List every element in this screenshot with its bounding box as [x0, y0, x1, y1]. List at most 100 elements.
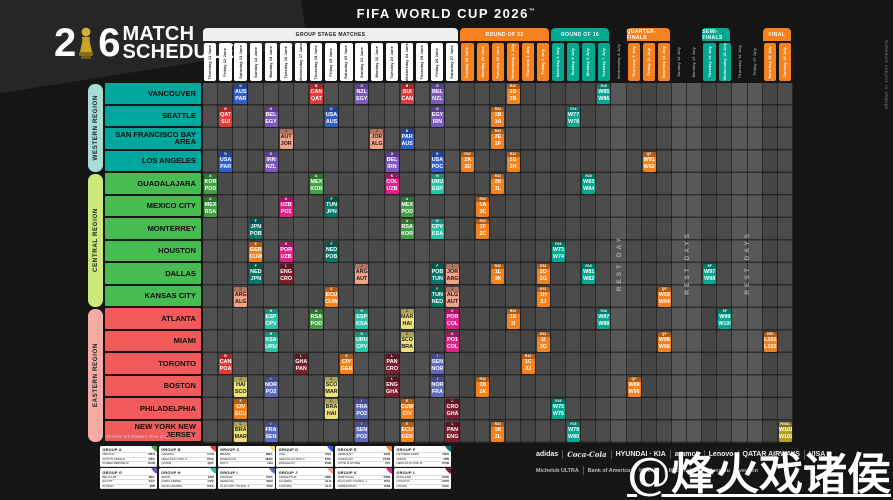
match-chip: R16 W79 W80 [567, 421, 581, 442]
match-tag: E [325, 286, 339, 292]
trademark-symbol: ™ [528, 8, 537, 15]
match-tag: F [325, 241, 339, 247]
team-code: CUW [382, 456, 391, 461]
stage-band-label: ROUND OF 32 [485, 31, 524, 38]
match-tag: B [400, 84, 414, 90]
date-label: Wednesday 1 July [510, 44, 515, 80]
sponsor-divider [663, 466, 665, 475]
group-card-title: GROUP D [278, 447, 299, 453]
match-tag: R32 [476, 196, 490, 202]
team-code: W96 [658, 343, 670, 350]
match-chip: R32 2D 2G [536, 264, 550, 285]
date-pill: Sunday 19 July [779, 43, 792, 81]
team-code: MEX [204, 201, 217, 208]
team-code: W88 [598, 321, 610, 328]
team-row: MOROCCO MAR [219, 456, 273, 462]
match-chip: R32 1F 2C [476, 219, 490, 240]
stage-band: FINAL [762, 28, 791, 41]
grid-column [490, 83, 506, 443]
team-name: SOUTH AFRICA [102, 456, 125, 461]
team-row: KOREA REPUBLIC KOR [102, 461, 155, 466]
team-code: TUN [431, 291, 443, 298]
match-chip: A MEX POD [400, 196, 414, 217]
rest-label: REST DAYS [672, 83, 702, 443]
team-code: 3A [494, 118, 502, 125]
grid-column [656, 83, 672, 443]
team-code: QAT [207, 461, 214, 466]
match-chip: R32 2K 3L [491, 174, 505, 195]
team-code: POD [204, 186, 217, 193]
rest-label: REST DAYS [732, 83, 762, 443]
team-row: PLAY-OFF TOURN. 1 PO1 [337, 479, 391, 484]
team-code: URU [265, 343, 277, 350]
match-tag: R32 [491, 129, 505, 135]
match-chip: A RSA KOR [400, 219, 414, 240]
match-tag: K [446, 331, 460, 337]
city-cell: KANSAS CITY [105, 285, 201, 307]
date-pill: Wednesday 1 July [506, 43, 519, 81]
match-chip: QF W91 W92 [642, 151, 656, 172]
team-name: CABO VERDE [161, 479, 182, 484]
date-label: Saturday 11 July [662, 45, 667, 79]
team-code: 2J [540, 298, 547, 305]
team-row: GHANA GHA [396, 483, 449, 489]
date-label: Thursday 16 July [737, 45, 742, 79]
match-chip: J JOR ALG [370, 129, 384, 150]
team-code: W76 [552, 411, 564, 418]
team-name: PORTUGAL [337, 474, 355, 479]
team-code: PO2 [356, 433, 368, 440]
match-chip: J ARG AUT [355, 264, 369, 285]
team-code: NOR [431, 366, 444, 373]
match-chip: C BRA HAI [325, 399, 339, 420]
team-code: CAN [401, 96, 413, 103]
team-code: EGY [431, 111, 444, 118]
team-code: CRO [442, 479, 449, 484]
match-chip: E CIV GER [340, 354, 354, 375]
match-chip: QF W89 W90 [627, 376, 641, 397]
team-code: POB [431, 269, 444, 276]
logo-line-schedule: SCHEDULE [122, 41, 235, 63]
match-chip: R16 W81 W82 [582, 264, 596, 285]
team-code: FRA [266, 474, 273, 479]
date-label: Sunday 28 June [465, 46, 470, 78]
team-code: ARG [324, 474, 332, 479]
city-cell: MIAMI [105, 330, 201, 352]
date-pill: Thursday 18 June [310, 43, 323, 81]
team-code: HAI [402, 321, 412, 328]
match-chip: B CAN POA [219, 354, 233, 375]
stage-band: GROUP STAGE MATCHES [203, 28, 459, 41]
date-label: Tuesday 7 July [601, 47, 606, 77]
city-label: GUADALAJARA [137, 178, 196, 188]
team-code: POB [325, 253, 338, 260]
match-tag: H [430, 174, 444, 180]
match-chip: C MAR HAI [400, 309, 414, 330]
team-code: POB [250, 231, 262, 238]
team-code: USA [219, 156, 232, 163]
team-row: SOUTH AFRICA RSA [102, 456, 155, 462]
date-pill: Friday 19 June [325, 43, 338, 81]
match-tag: R16 [582, 264, 596, 270]
match-tag: J [279, 129, 293, 135]
team-code: PO2 [356, 411, 368, 418]
team-code: FRA [431, 388, 443, 395]
match-chip: I NOR FRA [430, 376, 444, 397]
match-tag: R32 [491, 421, 505, 427]
group-card-title: GROUP B [161, 447, 181, 453]
match-tag: R32 [506, 309, 520, 315]
grid-column [233, 83, 249, 443]
match-chip: R32 1B 3A [491, 106, 505, 127]
team-row: MEXICO MEX [102, 452, 155, 457]
city-cell: MONTERREY [105, 218, 201, 239]
team-code: 3K [494, 276, 502, 283]
team-code: W82 [583, 276, 595, 283]
match-tag: I [264, 421, 278, 427]
group-card-corner [385, 468, 393, 476]
match-chip: L ENG CRO [279, 264, 293, 285]
city-cell: SEATTLE [105, 105, 201, 127]
team-code: NZL [432, 96, 443, 103]
city-cell: GUADALAJARA [105, 173, 201, 194]
sponsor-logo: VISA [808, 451, 826, 458]
team-code: NZL [265, 163, 277, 170]
team-name: ARGENTINA [278, 474, 297, 479]
match-tag: C [400, 309, 414, 315]
